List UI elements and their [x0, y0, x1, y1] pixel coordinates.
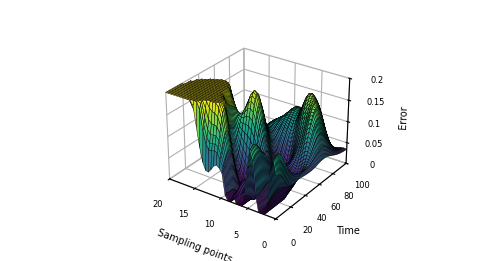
Y-axis label: Time: Time [336, 226, 360, 236]
X-axis label: Sampling points: Sampling points [156, 227, 234, 261]
